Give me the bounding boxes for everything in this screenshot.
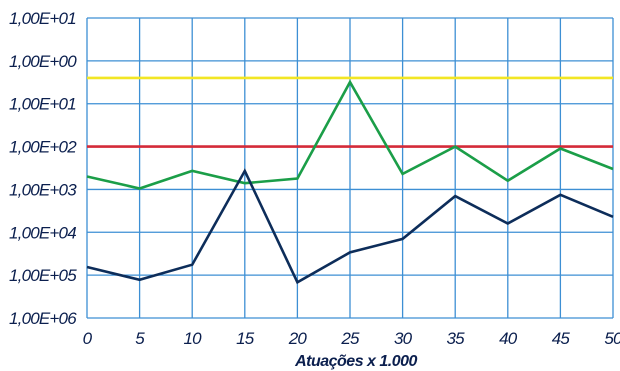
x-tick-label: 40 <box>499 329 518 348</box>
x-tick-label: 10 <box>184 329 203 348</box>
series-lines <box>86 76 614 285</box>
y-tick-label: 1,00E+01 <box>9 95 76 114</box>
y-tick-label: 1,00E+04 <box>9 223 76 242</box>
y-tick-label: 1,00E+01 <box>9 9 76 28</box>
grid <box>86 17 614 319</box>
series-line-4 <box>86 168 614 285</box>
x-tick-label: 50 <box>604 329 620 348</box>
x-tick-label: 20 <box>288 329 308 348</box>
x-tick-label: 5 <box>135 329 145 348</box>
x-tick-label: 45 <box>552 329 571 348</box>
y-tick-label: 1,00E+05 <box>9 266 77 285</box>
x-axis-label: Atuações x 1.000 <box>294 353 417 370</box>
x-tick-label: 30 <box>394 329 413 348</box>
x-axis-ticks: 0 5 10 15 20 25 30 35 40 45 50 <box>83 329 620 348</box>
y-tick-label: 1,00E+03 <box>9 180 77 199</box>
x-tick-label: 15 <box>236 329 255 348</box>
x-tick-label: 35 <box>447 329 466 348</box>
x-tick-label: 0 <box>83 329 93 348</box>
x-tick-label: 25 <box>340 329 360 348</box>
y-tick-label: 1,00E+06 <box>9 309 77 328</box>
y-tick-label: 1,00E+00 <box>9 52 77 71</box>
y-axis-ticks: 1,00E+01 1,00E+00 1,00E+01 1,00E+02 1,00E+03… <box>9 9 78 328</box>
y-tick-label: 1,00E+02 <box>9 138 77 157</box>
series-line-3 <box>86 79 614 190</box>
